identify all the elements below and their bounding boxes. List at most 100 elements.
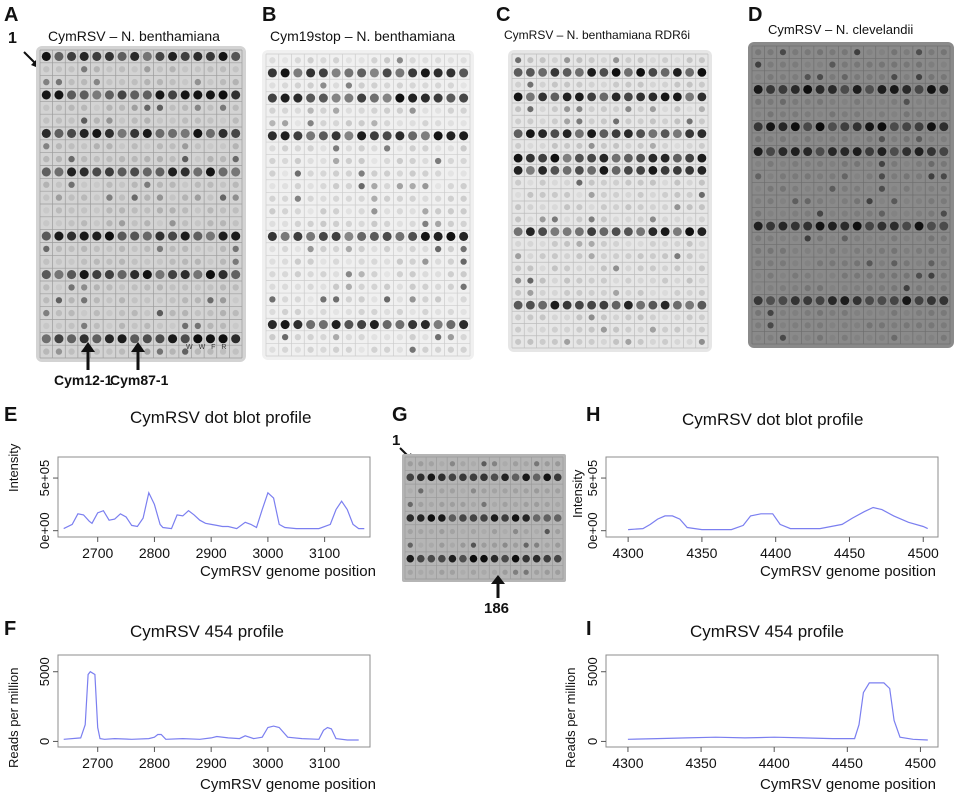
dot bbox=[447, 170, 455, 177]
dot bbox=[662, 277, 669, 284]
dot bbox=[269, 145, 276, 152]
dot bbox=[219, 245, 227, 253]
dot bbox=[320, 157, 327, 165]
dot bbox=[564, 106, 571, 113]
dot bbox=[816, 73, 824, 81]
dot bbox=[155, 128, 165, 138]
dot bbox=[434, 170, 442, 177]
dot bbox=[345, 195, 353, 202]
dot bbox=[269, 296, 276, 303]
dot bbox=[816, 98, 824, 105]
dot bbox=[891, 111, 898, 118]
dot bbox=[344, 93, 354, 103]
dot bbox=[804, 210, 811, 217]
dot bbox=[816, 173, 824, 180]
dot bbox=[307, 57, 314, 64]
dot bbox=[396, 283, 404, 290]
dot bbox=[525, 129, 535, 139]
dot bbox=[448, 554, 457, 563]
dot bbox=[446, 320, 456, 330]
dot bbox=[766, 85, 776, 94]
blot-grid bbox=[265, 53, 471, 357]
dot bbox=[903, 309, 910, 317]
dot bbox=[660, 165, 670, 175]
dot bbox=[891, 49, 898, 56]
dot bbox=[409, 145, 416, 152]
dot bbox=[511, 473, 520, 482]
dot bbox=[792, 334, 799, 341]
dot bbox=[829, 260, 836, 267]
x-tick-label: 2800 bbox=[139, 545, 170, 561]
dot bbox=[219, 143, 227, 150]
dot bbox=[915, 247, 923, 254]
dot bbox=[481, 501, 487, 508]
dot bbox=[513, 153, 523, 163]
dot bbox=[232, 220, 239, 227]
dot bbox=[790, 122, 800, 132]
dot bbox=[41, 231, 51, 241]
dot bbox=[420, 231, 430, 241]
dot bbox=[928, 185, 935, 192]
dot bbox=[194, 245, 201, 253]
dot bbox=[396, 245, 404, 253]
dot bbox=[371, 120, 378, 127]
dot bbox=[564, 277, 571, 284]
dot bbox=[512, 461, 519, 467]
dot bbox=[41, 51, 51, 61]
dot bbox=[686, 106, 693, 113]
dot bbox=[182, 155, 189, 163]
dot bbox=[142, 128, 152, 138]
dot bbox=[194, 117, 201, 124]
dot bbox=[417, 473, 425, 482]
dot bbox=[358, 57, 365, 64]
dot bbox=[118, 104, 126, 111]
dot bbox=[306, 131, 316, 141]
dot bbox=[551, 142, 558, 149]
dot bbox=[534, 501, 540, 508]
dot bbox=[829, 111, 836, 118]
dot bbox=[625, 191, 632, 198]
dot bbox=[841, 173, 848, 180]
dot bbox=[501, 554, 509, 563]
dot bbox=[600, 191, 607, 198]
dot bbox=[344, 320, 354, 330]
dot bbox=[182, 104, 189, 111]
dot bbox=[130, 270, 140, 280]
dot bbox=[527, 81, 534, 88]
dot bbox=[854, 260, 861, 267]
dot bbox=[106, 297, 113, 304]
dot bbox=[532, 554, 541, 563]
dot bbox=[588, 179, 595, 186]
dot bbox=[460, 528, 466, 535]
dot bbox=[662, 216, 669, 223]
dot bbox=[599, 165, 609, 175]
dot bbox=[940, 210, 947, 217]
dot bbox=[382, 68, 392, 78]
dot bbox=[940, 61, 947, 68]
dot bbox=[637, 179, 644, 186]
dot bbox=[281, 157, 289, 165]
dot bbox=[194, 194, 201, 201]
dot bbox=[515, 81, 522, 88]
dot bbox=[218, 231, 228, 241]
dot bbox=[67, 128, 77, 138]
dot bbox=[600, 253, 607, 260]
dot bbox=[915, 111, 923, 118]
dot bbox=[460, 245, 467, 253]
dot bbox=[525, 67, 535, 77]
dot bbox=[93, 220, 100, 227]
dot bbox=[816, 260, 824, 267]
dot bbox=[553, 514, 562, 522]
dot bbox=[232, 348, 239, 355]
dot bbox=[428, 569, 434, 575]
dot bbox=[294, 145, 302, 152]
dot bbox=[662, 81, 669, 88]
dot bbox=[207, 220, 214, 227]
dot bbox=[293, 68, 303, 78]
dot bbox=[551, 191, 558, 198]
dot bbox=[219, 284, 227, 291]
dot bbox=[194, 284, 201, 291]
dot bbox=[93, 322, 100, 330]
dot bbox=[460, 488, 466, 494]
dot bbox=[685, 300, 695, 310]
